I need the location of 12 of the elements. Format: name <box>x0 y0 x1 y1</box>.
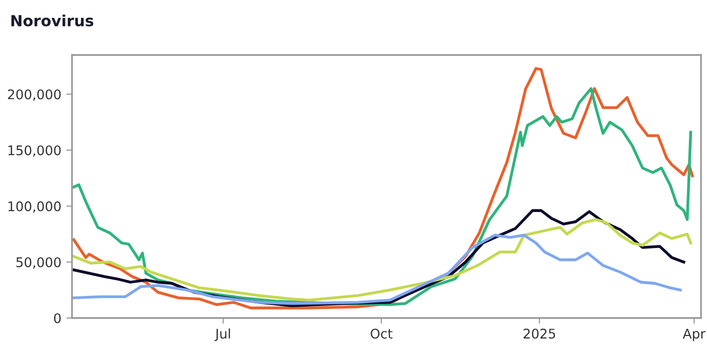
line-series <box>72 234 682 305</box>
x-tick-label: 2025 <box>524 328 556 339</box>
y-tick-label: 200,000 <box>8 89 61 101</box>
y-tick-label: 0 <box>54 313 61 324</box>
x-tick-label: Jul <box>214 328 230 342</box>
x-tick-label: Oct <box>370 328 392 339</box>
y-tick-label: 150,000 <box>8 145 61 157</box>
x-tick-label: Apr <box>682 328 706 342</box>
y-tick-label: 50,000 <box>16 257 61 269</box>
y-tick-label: 100,000 <box>8 201 61 213</box>
chart-title: Norovirus <box>11 14 94 26</box>
line-series <box>72 218 692 302</box>
